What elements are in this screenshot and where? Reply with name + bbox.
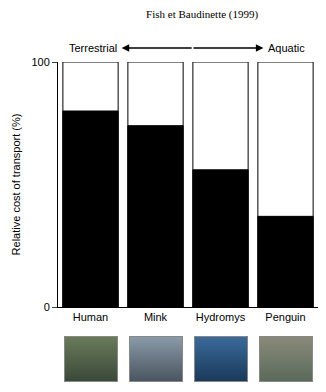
svg-text:Mink: Mink xyxy=(144,311,168,323)
svg-text:Aquatic: Aquatic xyxy=(268,42,305,54)
svg-text:Hydromys: Hydromys xyxy=(196,311,246,323)
svg-text:Penguin: Penguin xyxy=(265,311,305,323)
svg-text:100: 100 xyxy=(31,56,49,68)
svg-text:Relative cost of transport (%): Relative cost of transport (%) xyxy=(10,114,22,256)
svg-text:Human: Human xyxy=(73,311,108,323)
svg-text:Fish et Baudinette (1999): Fish et Baudinette (1999) xyxy=(146,8,258,21)
svg-text:Terrestrial: Terrestrial xyxy=(69,42,117,54)
svg-text:0: 0 xyxy=(44,301,50,313)
